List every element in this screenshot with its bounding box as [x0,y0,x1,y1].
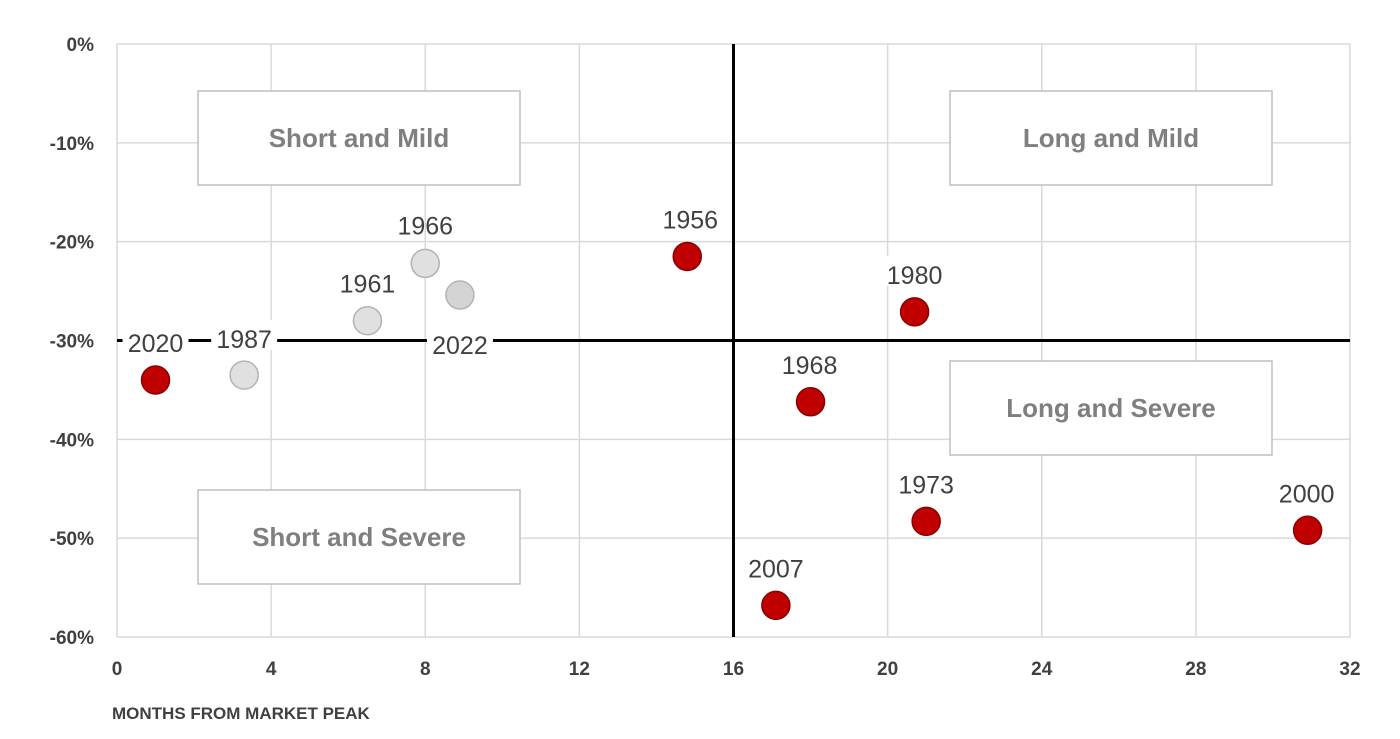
point-labels: 2020 1987 1961 1966 2022 1956 2007 1968 1980 1973… [122,206,1335,583]
y-tick-label: 0% [67,35,95,56]
data-point-1961 [352,305,383,336]
x-tick-label: 24 [1031,659,1053,680]
y-tick-label: -30% [50,332,94,353]
x-tick-label: 20 [877,659,898,680]
y-tick-label: -40% [50,430,94,451]
point-label-1987: 1987 [216,326,272,354]
data-point-2020 [140,365,171,395]
data-points [140,241,1323,621]
data-point-2022 [445,280,475,310]
point-label-bg [426,326,493,357]
data-point-1966 [410,248,440,279]
data-point-1956 [672,241,703,272]
x-axis-ticks: 0 4 8 12 16 20 24 28 32 [112,659,1361,680]
quadrant-box [197,489,521,585]
point-label-bg [881,255,948,286]
x-tick-label: 12 [569,659,590,680]
point-label-bg [122,324,189,355]
x-axis-label: MONTHS FROM MARKET PEAK [112,704,371,723]
point-label-1956: 1956 [662,206,718,234]
point-label-1980: 1980 [887,262,943,290]
point-label-1968: 1968 [782,352,838,380]
quadrant-label: Short and Mild [269,123,450,153]
quadrant-label: Short and Severe [252,522,466,552]
point-label-1961: 1961 [340,271,396,299]
y-axis-ticks: 0% -10% -20% -30% -40% -50% -60% [50,35,94,649]
quadrant-label: Long and Severe [1006,393,1216,423]
x-tick-label: 4 [266,659,277,680]
y-tick-label: -10% [50,134,94,155]
point-label-1966: 1966 [397,212,453,240]
x-tick-label: 32 [1339,659,1360,680]
quadrant-label: Long and Mild [1023,123,1199,153]
point-label-2020: 2020 [128,330,184,358]
point-label-1973: 1973 [898,471,954,499]
data-point-1980 [899,297,930,327]
data-point-2007 [761,590,791,621]
x-tick-label: 28 [1185,659,1206,680]
y-tick-label: -50% [50,529,94,550]
quadrant-boxes: Short and Mild Long and Mild Long and Seve… [197,90,1273,585]
point-label-2000: 2000 [1279,480,1335,508]
y-tick-label: -60% [50,628,94,649]
reference-lines [117,44,1350,637]
quadrant-box [949,360,1273,456]
point-label-bg [211,320,278,351]
x-tick-label: 8 [420,659,431,680]
data-point-1987 [229,360,259,390]
data-point-2000 [1292,515,1323,546]
x-tick-label: 16 [723,659,744,680]
point-label-2022: 2022 [432,332,488,360]
quadrant-box [949,90,1273,186]
x-tick-label: 0 [112,659,123,680]
data-point-1973 [911,506,941,537]
point-label-2007: 2007 [748,555,804,583]
point-label-bg [776,345,843,376]
quadrant-box [197,90,521,186]
y-tick-label: -20% [50,233,94,254]
data-point-1968 [795,387,826,417]
